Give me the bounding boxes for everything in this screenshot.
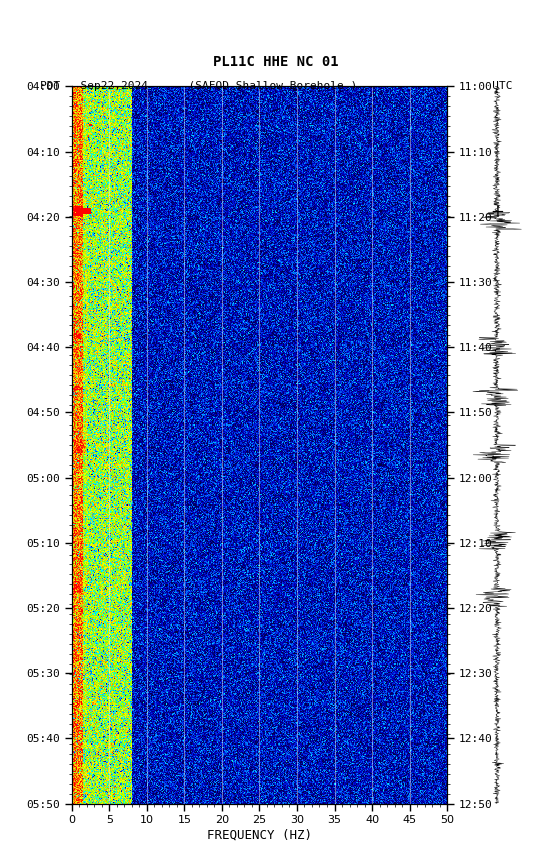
Text: PDT   Sep22,2024      (SAFOD Shallow Borehole )                    UTC: PDT Sep22,2024 (SAFOD Shallow Borehole )…: [40, 80, 512, 91]
Text: +: +: [490, 203, 504, 221]
X-axis label: FREQUENCY (HZ): FREQUENCY (HZ): [207, 828, 312, 841]
Text: PL11C HHE NC 01: PL11C HHE NC 01: [213, 55, 339, 69]
